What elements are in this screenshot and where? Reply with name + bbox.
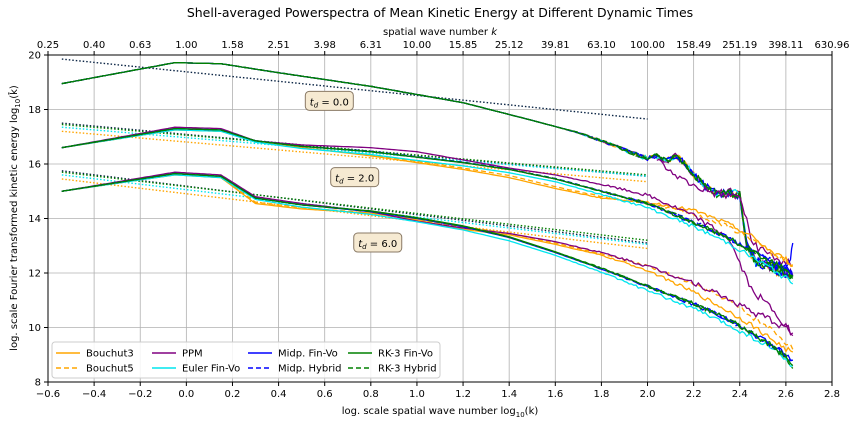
y-tick-label: 16 xyxy=(28,160,41,171)
y-tick-label: 10 xyxy=(28,323,41,334)
top-tick-label: 0.63 xyxy=(129,40,151,51)
y-axis-label: log. scale Fourier transformed kinetic e… xyxy=(7,85,22,351)
annotation-label: td = 6.0 xyxy=(358,239,397,251)
top-tick-label: 6.31 xyxy=(360,40,382,51)
x-tick-label: 1.0 xyxy=(409,389,425,400)
annotation-symbol: t xyxy=(335,174,340,185)
y-tick-label: 8 xyxy=(35,378,41,389)
bottom-axis-ticks: −0.6 −0.4 −0.2 0.0 0.2 0.4 0.6 0.8 1.0 1.2 1.4 1.6 1… xyxy=(36,382,840,400)
x-tick-label: 2.2 xyxy=(686,389,702,400)
legend: Bouchut3 Bouchut5 PPM Euler Fin-Vo Midp. Fin… xyxy=(51,341,441,379)
left-axis-ticks: 8 10 12 14 16 18 20 xyxy=(28,51,48,389)
annotations: td = 0.0td = 2.0td = 6.0 xyxy=(304,90,403,253)
top-axis-label: spatial wave number k xyxy=(383,27,498,38)
x-axis-label-text: log. scale spatial wave number log xyxy=(342,406,516,417)
top-axis-label-symbol: k xyxy=(491,27,498,38)
fit-line xyxy=(61,171,648,241)
top-tick-label: 10.00 xyxy=(403,40,432,51)
series-line xyxy=(61,126,794,337)
annotation-box xyxy=(304,90,354,111)
legend-label: Bouchut5 xyxy=(86,364,134,375)
top-tick-label: 25.12 xyxy=(495,40,524,51)
annotation-value: = 6.0 xyxy=(367,239,398,250)
x-axis-label-tail: (k) xyxy=(525,406,539,417)
x-tick-label: 1.6 xyxy=(547,389,563,400)
series-line xyxy=(61,61,793,277)
legend-label: Midp. Fin-Vo xyxy=(278,349,338,360)
series-lines xyxy=(61,61,794,369)
top-tick-label: 39.81 xyxy=(541,40,570,51)
top-axis-label-text: spatial wave number xyxy=(383,27,491,38)
x-tick-label: 0.8 xyxy=(363,389,379,400)
series-line xyxy=(61,172,794,369)
x-tick-label: 2.0 xyxy=(640,389,656,400)
y-axis-label-tail: (k̂) xyxy=(7,85,20,99)
x-tick-label: 0.0 xyxy=(178,389,194,400)
x-tick-label: 0.2 xyxy=(225,389,241,400)
annotation-label: td = 2.0 xyxy=(335,174,374,186)
legend-label: Midp. Hybrid xyxy=(278,364,341,375)
chart-title: Shell-averaged Powerspectra of Mean Kine… xyxy=(187,5,693,20)
top-tick-label: 100.00 xyxy=(630,40,665,51)
annotation-subscript: d xyxy=(314,101,319,109)
annotation-box xyxy=(353,232,403,253)
top-tick-label: 3.98 xyxy=(314,40,336,51)
x-tick-label: 1.2 xyxy=(455,389,471,400)
legend-label: RK-3 Fin-Vo xyxy=(378,349,433,360)
y-tick-label: 12 xyxy=(28,269,41,280)
annotation-symbol: t xyxy=(310,97,315,108)
x-tick-label: 2.8 xyxy=(824,389,840,400)
top-tick-label: 0.40 xyxy=(83,40,105,51)
x-tick-label: 1.8 xyxy=(593,389,609,400)
x-axis-label-sub: 10 xyxy=(516,411,525,419)
top-tick-label: 2.51 xyxy=(267,40,289,51)
top-tick-label: 1.00 xyxy=(175,40,197,51)
y-tick-label: 20 xyxy=(28,51,41,62)
top-tick-label: 398.11 xyxy=(768,40,803,51)
fit-line xyxy=(61,58,648,120)
series-line xyxy=(61,129,794,285)
x-tick-label: 2.4 xyxy=(732,389,748,400)
y-tick-label: 18 xyxy=(28,105,41,116)
top-tick-label: 0.25 xyxy=(37,40,59,51)
series-line xyxy=(656,158,792,266)
top-tick-label: 1.58 xyxy=(221,40,243,51)
x-tick-label: −0.4 xyxy=(82,389,106,400)
top-tick-label: 251.19 xyxy=(722,40,757,51)
series-line xyxy=(61,171,794,336)
legend-label: Euler Fin-Vo xyxy=(182,364,240,375)
top-tick-label: 158.49 xyxy=(676,40,711,51)
series-line xyxy=(61,174,793,368)
series-line xyxy=(61,127,794,282)
annotation-value: = 0.0 xyxy=(318,97,349,108)
y-tick-label: 14 xyxy=(28,214,41,225)
top-axis-ticks: 0.25 0.40 0.63 1.00 1.58 2.51 3.98 6.31 10.00 15.… xyxy=(37,40,850,55)
x-axis-label: log. scale spatial wave number log10(k) xyxy=(342,406,539,419)
legend-label: RK-3 Hybrid xyxy=(378,364,437,375)
x-tick-label: −0.2 xyxy=(128,389,152,400)
annotation-symbol: t xyxy=(358,239,363,250)
x-tick-label: 0.4 xyxy=(271,389,287,400)
annotation-value: = 2.0 xyxy=(344,174,375,185)
legend-label: Bouchut3 xyxy=(86,349,134,360)
x-tick-label: 0.6 xyxy=(317,389,333,400)
top-tick-label: 63.10 xyxy=(587,40,616,51)
top-tick-label: 630.96 xyxy=(815,40,850,51)
x-tick-label: −0.6 xyxy=(36,389,60,400)
annotation-box xyxy=(330,167,380,188)
annotation-subscript: d xyxy=(362,243,367,251)
annotation-subscript: d xyxy=(339,178,344,186)
y-axis-label-sub: 10 xyxy=(14,99,22,108)
x-tick-label: 2.6 xyxy=(778,389,794,400)
x-tick-label: 1.4 xyxy=(501,389,517,400)
fit-line xyxy=(61,178,648,250)
top-tick-label: 15.85 xyxy=(449,40,478,51)
annotation-label: td = 0.0 xyxy=(310,97,349,109)
legend-box xyxy=(51,341,441,379)
legend-label: PPM xyxy=(182,349,203,360)
y-axis-label-text: log. scale Fourier transformed kinetic e… xyxy=(9,108,20,351)
